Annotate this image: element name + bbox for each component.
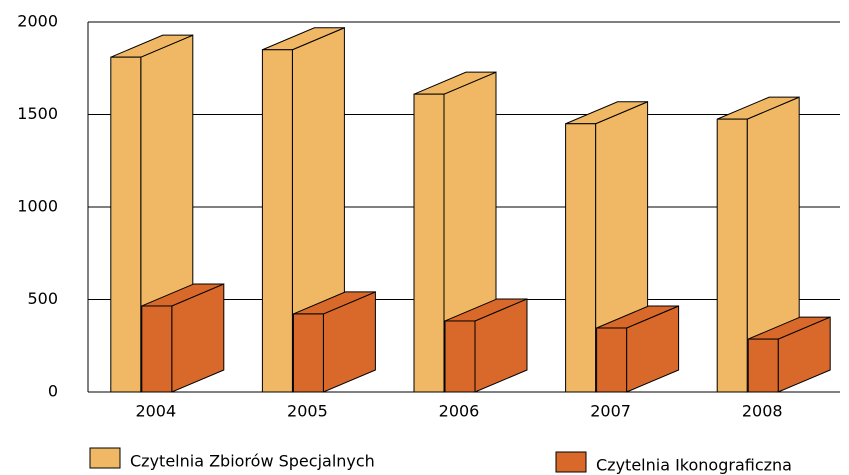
legend-swatch bbox=[89, 447, 121, 469]
x-tick-label: 2007 bbox=[590, 402, 631, 421]
bar bbox=[261, 49, 293, 393]
bar bbox=[716, 118, 748, 393]
bar bbox=[444, 320, 476, 393]
y-tick-label: 500 bbox=[27, 289, 58, 308]
y-tick-label: 2000 bbox=[17, 12, 58, 31]
bar bbox=[141, 305, 173, 393]
bar bbox=[747, 338, 779, 393]
legend-label: Czytelnia Ikonograficzna bbox=[596, 456, 792, 475]
legend-label: Czytelnia Zbiorów Specjalnych bbox=[130, 452, 375, 471]
bar bbox=[565, 123, 597, 393]
x-tick-label: 2008 bbox=[742, 402, 783, 421]
legend-swatch bbox=[555, 451, 587, 473]
x-tick-label: 2005 bbox=[287, 402, 328, 421]
bar bbox=[413, 93, 445, 393]
bar bbox=[292, 313, 324, 393]
x-tick-label: 2004 bbox=[135, 402, 176, 421]
y-tick-label: 1000 bbox=[17, 197, 58, 216]
y-tick-label: 0 bbox=[48, 382, 58, 401]
y-tick-label: 1500 bbox=[17, 104, 58, 123]
x-tick-label: 2006 bbox=[439, 402, 480, 421]
bar bbox=[596, 327, 628, 393]
bar bbox=[110, 56, 142, 393]
